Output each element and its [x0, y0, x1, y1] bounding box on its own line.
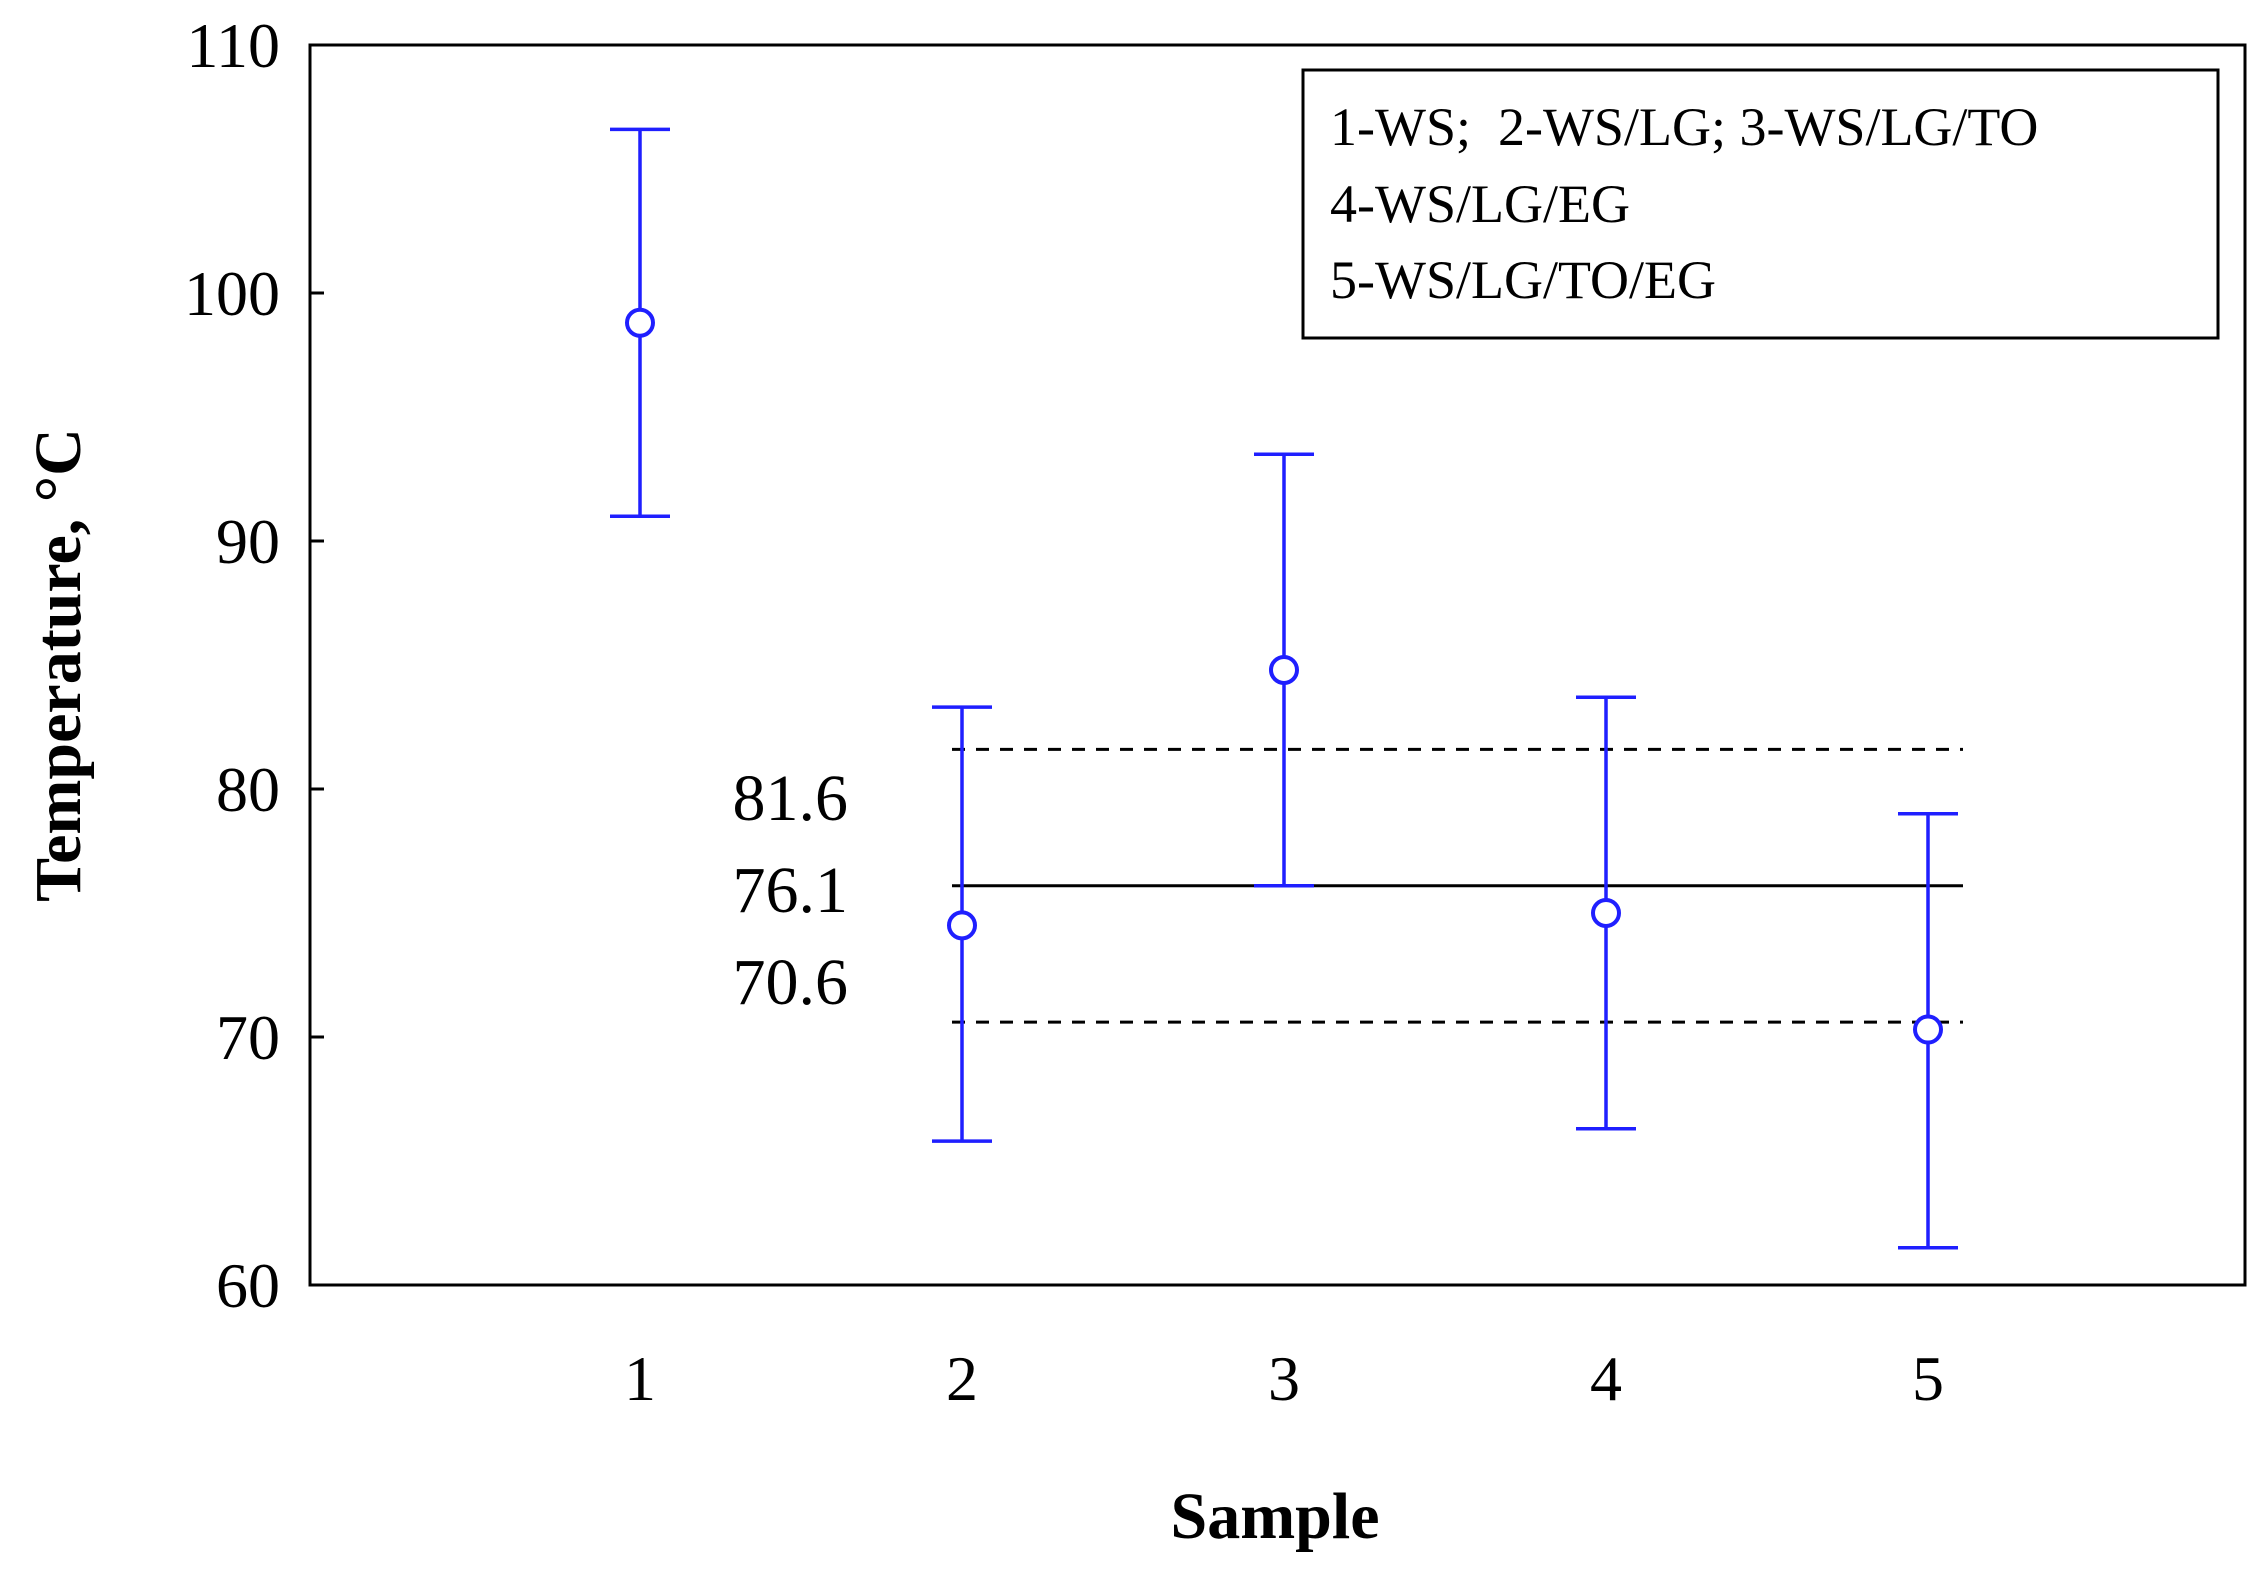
y-tick-label: 80: [216, 754, 280, 825]
reference-lines: 81.6 76.1 70.6: [733, 747, 1963, 1024]
data-point-2: [947, 910, 977, 941]
reference-label-76.1: 76.1: [733, 854, 849, 927]
plot-frame: [308, 43, 2247, 1287]
x-tick-label: 5: [1912, 1343, 1944, 1414]
legend-line-3: 5-WS/LG/TO/EG: [1330, 250, 1716, 310]
data-point-1: [625, 307, 655, 338]
y-tick-label: 110: [186, 10, 280, 81]
x-axis-title: Sample: [1170, 1480, 1379, 1553]
y-tick-label: 100: [184, 258, 280, 329]
data-point-4: [1591, 898, 1621, 928]
x-tick-label: 4: [1590, 1343, 1622, 1414]
x-tick-label: 3: [1268, 1343, 1300, 1414]
x-tick-label: 1: [624, 1343, 656, 1414]
legend: 1-WS; 2-WS/LG; 3-WS/LG/TO 4-WS/LG/EG 5-W…: [1301, 68, 2220, 340]
y-tick-label: 90: [216, 506, 280, 577]
data-point-5: [1913, 1014, 1943, 1045]
y-axis-ticks: 60 70 80 90 100 110: [184, 10, 324, 1321]
x-axis-ticks: 1 2 3 4 5: [624, 1343, 1944, 1414]
reference-label-81.6: 81.6: [733, 762, 849, 835]
data-points: [610, 127, 1958, 1250]
legend-line-2: 4-WS/LG/EG: [1330, 174, 1630, 234]
y-tick-label: 70: [216, 1002, 280, 1073]
data-point-3: [1269, 654, 1299, 685]
y-tick-label: 60: [216, 1250, 280, 1321]
x-tick-label: 2: [946, 1343, 978, 1414]
legend-line-1: 1-WS; 2-WS/LG; 3-WS/LG/TO: [1330, 97, 2038, 157]
y-axis-title: Temperature, °C: [22, 428, 95, 902]
legend-box: [1301, 68, 2220, 340]
reference-label-70.6: 70.6: [733, 946, 849, 1019]
